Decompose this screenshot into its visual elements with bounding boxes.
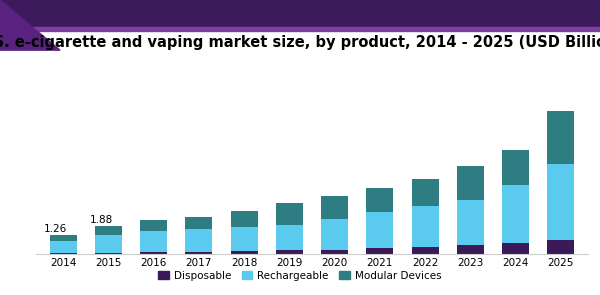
Bar: [321, 219, 348, 250]
Bar: [457, 166, 484, 200]
Bar: [366, 212, 394, 248]
Bar: [276, 225, 303, 250]
Bar: [185, 217, 212, 229]
Bar: [185, 229, 212, 252]
Bar: [412, 179, 439, 206]
Bar: [457, 245, 484, 254]
Bar: [321, 196, 348, 219]
Bar: [547, 111, 574, 164]
Bar: [0, 27, 600, 31]
Bar: [412, 206, 439, 247]
Bar: [140, 231, 167, 252]
Bar: [321, 250, 348, 254]
Bar: [547, 240, 574, 254]
Bar: [366, 188, 394, 212]
Bar: [95, 253, 122, 254]
Bar: [276, 203, 303, 225]
Bar: [547, 164, 574, 240]
Bar: [230, 227, 258, 251]
Text: U.S. e-cigarette and vaping market size, by product, 2014 - 2025 (USD Billion): U.S. e-cigarette and vaping market size,…: [0, 35, 600, 50]
Bar: [502, 185, 529, 243]
Legend: Disposable, Rechargeable, Modular Devices: Disposable, Rechargeable, Modular Device…: [154, 267, 446, 285]
Bar: [412, 247, 439, 254]
Bar: [50, 235, 77, 241]
Bar: [502, 150, 529, 185]
Bar: [0, 0, 600, 27]
Bar: [366, 248, 394, 254]
Bar: [95, 235, 122, 253]
Bar: [140, 220, 167, 231]
Bar: [457, 200, 484, 245]
Bar: [140, 252, 167, 254]
Bar: [230, 251, 258, 254]
Polygon shape: [0, 0, 60, 50]
Bar: [502, 243, 529, 254]
Bar: [185, 252, 212, 254]
Bar: [230, 211, 258, 227]
Bar: [50, 241, 77, 253]
Bar: [276, 250, 303, 254]
Text: 1.88: 1.88: [89, 214, 113, 224]
Text: 1.26: 1.26: [44, 224, 67, 234]
Bar: [95, 226, 122, 235]
Bar: [50, 253, 77, 254]
